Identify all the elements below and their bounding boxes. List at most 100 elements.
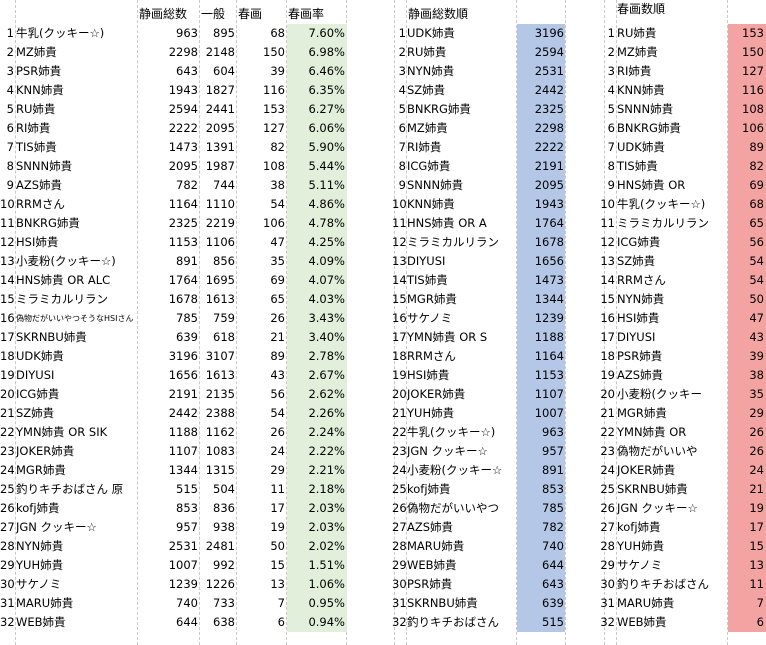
total-value-cell: 1107: [517, 385, 565, 404]
name-cell: 釣りキチおばさん 原: [16, 482, 124, 496]
rank-cell: 16: [600, 311, 615, 325]
total-value-cell: 853: [517, 480, 565, 499]
name-cell: KNN姉貴: [617, 83, 665, 97]
name-cell: RU姉貴: [407, 45, 447, 59]
rank-cell: 5: [6, 102, 14, 116]
gridline: [565, 0, 566, 645]
total-cell: 2191: [168, 387, 198, 401]
name-cell: PSR姉貴: [16, 64, 62, 78]
name-cell: YUH姉貴: [16, 558, 64, 572]
name-cell: MARU姉貴: [407, 539, 465, 553]
general-cell: 1110: [205, 197, 235, 211]
name-cell: 釣りキチおばさん: [617, 577, 709, 591]
name-cell: UDK姉貴: [407, 26, 455, 40]
rate-cell: 2.18%: [287, 480, 347, 499]
shunga-cell: 150: [263, 45, 285, 59]
rank-cell: 30: [600, 577, 615, 591]
table-row: 22 YMN姉貴 OR SIK 1188 1162 26 2.24% 22 牛乳(クッキー☆)…: [0, 423, 766, 442]
rank-cell: 32: [392, 615, 406, 629]
rank-cell: 17: [392, 330, 406, 344]
total-cell: 644: [176, 615, 198, 629]
gridline: [236, 0, 237, 645]
general-cell: 744: [213, 178, 235, 192]
total-value-cell: 957: [517, 442, 565, 461]
total-cell: 1764: [168, 273, 198, 287]
table-row: 9 AZS姉貴 782 744 38 5.11% 9 SNNN姉貴 2095 9 HNS姉貴 OR 6…: [0, 176, 766, 195]
rank-cell: 9: [607, 178, 615, 192]
rank-cell: 15: [0, 292, 14, 306]
shunga-value-cell: 65: [728, 214, 766, 233]
table-row: 24 MGR姉貴 1344 1315 29 2.21% 24 小麦粉(クッキー☆ 891 24 JO…: [0, 461, 766, 480]
shunga-cell: 153: [263, 102, 285, 116]
rank-cell: 8: [6, 159, 14, 173]
rank-cell: 5: [607, 102, 615, 116]
general-cell: 504: [213, 482, 235, 496]
shunga-cell: 39: [270, 64, 285, 78]
general-cell: 895: [213, 26, 235, 40]
shunga-cell: 127: [263, 121, 285, 135]
shunga-value-cell: 6: [728, 613, 766, 632]
total-value-cell: 644: [517, 556, 565, 575]
name-cell: YUH姉貴: [617, 539, 665, 553]
shunga-cell: 6: [277, 615, 285, 629]
rank-cell: 2: [607, 45, 615, 59]
total-cell: 963: [176, 26, 198, 40]
rank-cell: 30: [392, 577, 406, 591]
name-cell: BNKRG姉貴: [407, 102, 471, 116]
name-cell: 小麦粉(クッキー☆: [407, 463, 503, 477]
rank-cell: 29: [0, 558, 14, 572]
shunga-value-cell: 43: [728, 328, 766, 347]
name-cell: SNNN姉貴: [16, 159, 73, 173]
name-cell: AZS姉貴: [617, 368, 664, 382]
total-value-cell: 639: [517, 594, 565, 613]
rate-cell: 3.43%: [287, 309, 347, 328]
rate-cell: 6.06%: [287, 119, 347, 138]
shunga-value-cell: 29: [728, 404, 766, 423]
rank-cell: 9: [6, 178, 14, 192]
general-cell: 1083: [205, 444, 235, 458]
rank-cell: 23: [392, 444, 406, 458]
total-cell: 1007: [168, 558, 198, 572]
name-cell: UDK姉貴: [617, 140, 665, 154]
rank-cell: 28: [0, 539, 14, 553]
shunga-value-cell: 15: [728, 537, 766, 556]
name-cell: KNN姉貴: [407, 197, 455, 211]
table-row: 2 MZ姉貴 2298 2148 150 6.98% 2 RU姉貴 2594 2 MZ姉貴 150: [0, 43, 766, 62]
gridline: [15, 0, 16, 645]
rank-cell: 26: [600, 501, 615, 515]
rank-cell: 20: [392, 387, 406, 401]
rank-cell: 16: [392, 311, 406, 325]
rank-cell: 15: [392, 292, 406, 306]
name-cell: YMN姉貴 OR SIK: [16, 425, 108, 439]
rank-cell: 7: [6, 140, 14, 154]
shunga-cell: 21: [270, 330, 285, 344]
name-cell: RRMさん: [617, 273, 666, 287]
rank-cell: 25: [0, 482, 14, 496]
name-cell: NYN姉貴: [16, 539, 64, 553]
rank-cell: 12: [392, 235, 406, 249]
rank-cell: 21: [392, 406, 406, 420]
table-row: 31 MARU姉貴 740 733 7 0.95% 31 SKRNBU姉貴 639 31 MARU姉…: [0, 594, 766, 613]
rank-cell: 27: [0, 520, 14, 534]
total-cell: 2325: [168, 216, 198, 230]
rate-cell: 2.03%: [287, 518, 347, 537]
name-cell: HNS姉貴 OR A: [407, 216, 487, 230]
general-cell: 1162: [205, 425, 235, 439]
rank-cell: 14: [392, 273, 406, 287]
rank-cell: 18: [392, 349, 406, 363]
name-cell: YMN姉貴 OR: [617, 425, 687, 439]
name-cell: 小麦粉(クッキー: [617, 387, 702, 401]
total-cell: 639: [176, 330, 198, 344]
rank-cell: 22: [0, 425, 14, 439]
gridline: [137, 0, 138, 645]
rank-cell: 9: [398, 178, 406, 192]
rate-cell: 4.07%: [287, 271, 347, 290]
shunga-cell: 35: [270, 254, 285, 268]
gridline: [616, 0, 617, 645]
general-cell: 938: [213, 520, 235, 534]
rank-cell: 11: [392, 216, 406, 230]
shunga-value-cell: 11: [728, 575, 766, 594]
rate-cell: 3.40%: [287, 328, 347, 347]
name-cell: 偽物だがいいやつ: [407, 501, 499, 515]
rank-cell: 8: [398, 159, 406, 173]
